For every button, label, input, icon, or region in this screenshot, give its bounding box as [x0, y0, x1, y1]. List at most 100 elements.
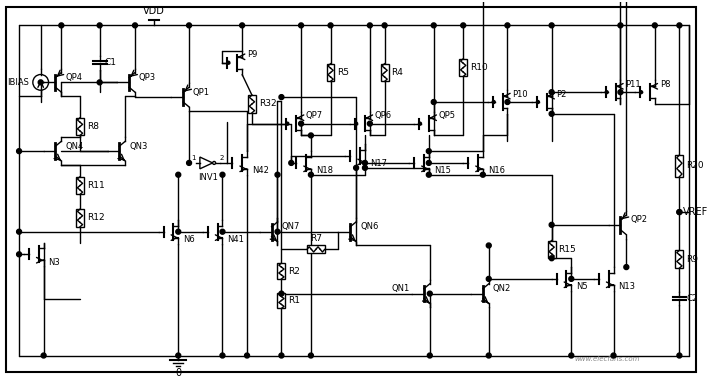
Circle shape — [16, 252, 21, 257]
Text: R5: R5 — [337, 68, 350, 77]
Circle shape — [549, 111, 554, 116]
Bar — [76, 209, 84, 227]
Text: QN4: QN4 — [66, 142, 83, 151]
Text: N13: N13 — [619, 282, 636, 291]
Circle shape — [308, 172, 313, 177]
Circle shape — [176, 172, 181, 177]
Text: QN1: QN1 — [392, 284, 410, 293]
Bar — [381, 64, 389, 81]
Text: P10: P10 — [513, 90, 528, 99]
Circle shape — [605, 91, 608, 94]
Circle shape — [639, 91, 642, 94]
Bar — [327, 64, 335, 81]
Circle shape — [227, 61, 230, 64]
Circle shape — [431, 23, 436, 28]
Circle shape — [132, 23, 137, 28]
Bar — [548, 241, 555, 258]
Bar — [459, 59, 467, 76]
Circle shape — [275, 229, 280, 234]
Text: N16: N16 — [488, 166, 505, 175]
Circle shape — [245, 353, 249, 358]
Text: QN7: QN7 — [281, 222, 300, 231]
Bar — [307, 246, 325, 253]
Text: N6: N6 — [183, 235, 195, 244]
Circle shape — [492, 100, 495, 104]
Text: P11: P11 — [625, 80, 641, 89]
Circle shape — [98, 80, 102, 85]
Text: N3: N3 — [48, 258, 61, 267]
Circle shape — [677, 210, 682, 215]
Circle shape — [461, 23, 466, 28]
Text: VREF: VREF — [684, 207, 708, 217]
Circle shape — [382, 23, 387, 28]
Bar — [676, 155, 684, 177]
Text: R15: R15 — [558, 245, 576, 254]
Text: P9: P9 — [247, 50, 258, 59]
Circle shape — [486, 353, 491, 358]
Circle shape — [549, 256, 554, 261]
Text: QP2: QP2 — [630, 215, 647, 225]
Circle shape — [220, 353, 225, 358]
Bar — [76, 177, 84, 194]
Text: P8: P8 — [660, 80, 670, 89]
Circle shape — [427, 353, 432, 358]
Circle shape — [677, 353, 682, 358]
Text: VDD: VDD — [142, 6, 164, 16]
Circle shape — [536, 100, 540, 104]
Text: N18: N18 — [316, 166, 333, 175]
Text: R4: R4 — [392, 68, 404, 77]
Circle shape — [286, 122, 289, 125]
Circle shape — [308, 353, 313, 358]
Text: IBIAS: IBIAS — [7, 78, 29, 87]
Text: QN3: QN3 — [129, 142, 147, 151]
Circle shape — [426, 160, 431, 165]
Circle shape — [38, 80, 43, 85]
Text: N17: N17 — [370, 159, 387, 168]
Circle shape — [275, 172, 280, 177]
Text: QP4: QP4 — [66, 73, 83, 82]
Text: R7: R7 — [310, 233, 322, 243]
Circle shape — [187, 23, 192, 28]
Circle shape — [549, 23, 554, 28]
Circle shape — [486, 277, 491, 281]
Text: C2: C2 — [686, 294, 698, 303]
Circle shape — [624, 265, 629, 270]
Bar — [248, 95, 256, 113]
Circle shape — [618, 23, 623, 28]
Bar — [676, 250, 684, 268]
Circle shape — [354, 165, 359, 170]
Circle shape — [220, 229, 225, 234]
Circle shape — [549, 222, 554, 227]
Text: R12: R12 — [87, 214, 105, 222]
Circle shape — [505, 23, 510, 28]
Circle shape — [279, 291, 284, 296]
Text: QN6: QN6 — [360, 222, 378, 231]
Text: N42: N42 — [252, 166, 269, 175]
Bar — [278, 293, 286, 308]
Circle shape — [240, 23, 245, 28]
Circle shape — [652, 23, 657, 28]
Circle shape — [362, 160, 367, 165]
Circle shape — [298, 23, 303, 28]
Bar — [76, 118, 84, 136]
Text: P2: P2 — [557, 90, 567, 99]
Text: N41: N41 — [227, 235, 244, 244]
Circle shape — [431, 100, 436, 104]
Circle shape — [220, 172, 225, 177]
Circle shape — [367, 23, 372, 28]
Text: 2: 2 — [219, 155, 224, 161]
Circle shape — [362, 165, 367, 170]
Text: R20: R20 — [686, 161, 704, 170]
Circle shape — [16, 149, 21, 154]
Text: 1: 1 — [192, 155, 196, 161]
Circle shape — [367, 121, 372, 126]
Circle shape — [187, 160, 192, 165]
Circle shape — [486, 243, 491, 248]
Circle shape — [611, 353, 616, 358]
Text: QP6: QP6 — [375, 111, 392, 120]
Text: QP1: QP1 — [193, 88, 210, 97]
Text: R2: R2 — [288, 267, 300, 275]
Circle shape — [328, 23, 333, 28]
Text: QN2: QN2 — [493, 284, 511, 293]
Text: www.elecfans.com: www.elecfans.com — [575, 356, 640, 363]
